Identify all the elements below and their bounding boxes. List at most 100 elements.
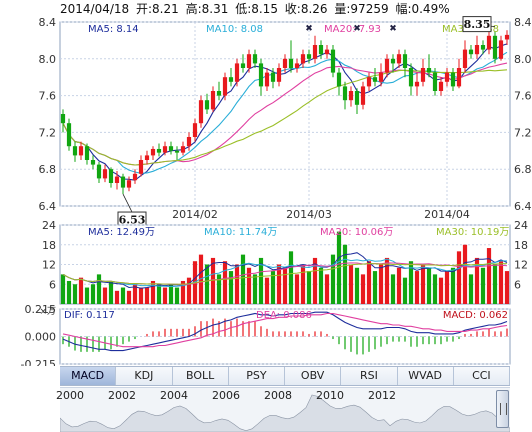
volume-bar — [204, 264, 210, 304]
candle-body — [384, 58, 390, 73]
annotation-label: 8.35 — [464, 18, 491, 31]
volume-bar — [414, 271, 420, 304]
candle-body — [306, 54, 312, 59]
volume-bar — [354, 267, 360, 304]
candle-body — [240, 63, 246, 68]
tab-macd[interactable]: MACD — [60, 367, 117, 385]
macd-panel: 0.215 0.000 -0.215 DIF: 0.117 DEA: 0.086 MACD… — [21, 303, 511, 366]
candle-body — [198, 100, 204, 124]
volume-bar — [276, 264, 282, 304]
navigator-year-label: 2012 — [368, 389, 396, 402]
candle-body — [294, 63, 300, 68]
volume-bar — [114, 290, 120, 304]
volume-bar — [384, 257, 390, 304]
candle-body — [234, 63, 240, 82]
macd-ytick: 0.000 — [25, 331, 57, 344]
tab-obv[interactable]: OBV — [285, 367, 342, 385]
volume-bar — [108, 280, 114, 304]
volume-ytick-right: 24 — [514, 219, 528, 232]
price-ytick-left: 8.4 — [39, 16, 57, 29]
candle-body — [66, 123, 72, 147]
volume-bar — [432, 274, 438, 304]
volume-ytick-left: 24 — [42, 219, 56, 232]
volume-bar — [216, 274, 222, 304]
volume-legend-ma20: MA20: 10.06万 — [320, 227, 393, 238]
price-plot-area — [59, 21, 511, 207]
candle-body — [216, 91, 222, 96]
volume-bar — [336, 231, 342, 304]
price-xtick: 2014/02 — [172, 208, 218, 221]
candle-body — [288, 58, 294, 68]
time-navigator[interactable]: 2000 2002 2004 2006 2008 2010 2012 — [56, 387, 510, 432]
header-volume: 97259 — [350, 2, 388, 16]
indicator-tab-bar: MACD KDJ BOLL PSY OBV RSI WVAD CCI — [60, 367, 510, 385]
volume-bar — [300, 264, 306, 304]
tab-psy[interactable]: PSY — [228, 367, 285, 385]
candle-body — [126, 180, 132, 188]
candle-body — [174, 150, 180, 153]
volume-bar — [282, 267, 288, 304]
candle-body — [264, 72, 270, 87]
volume-bar — [90, 284, 96, 304]
volume-bar — [222, 261, 228, 304]
candle-body — [222, 77, 228, 96]
candle-body — [498, 40, 504, 59]
volume-bar — [294, 274, 300, 304]
header-date: 2014/04/18 — [60, 2, 129, 16]
tab-kdj[interactable]: KDJ — [116, 367, 173, 385]
tab-boll[interactable]: BOLL — [172, 367, 229, 385]
volume-bar — [498, 261, 504, 304]
volume-bar — [378, 264, 384, 304]
navigator-year-label: 2010 — [316, 389, 344, 402]
candle-body — [486, 35, 492, 50]
volume-bar — [396, 267, 402, 304]
candle-body — [474, 45, 480, 55]
annotation-label: 6.53 — [119, 214, 146, 227]
volume-panel: 24 24 18 18 12 12 6 6 ×万 MA5: 12.49万 MA10: 11.74万 M… — [39, 219, 528, 317]
volume-bar — [306, 271, 312, 304]
volume-bar — [318, 267, 324, 304]
volume-bar — [348, 264, 354, 304]
candle-body — [108, 169, 114, 183]
header-quote: 2014/04/18 开:8.21 高:8.31 低:8.15 收:8.26 量… — [60, 1, 450, 16]
tab-rsi[interactable]: RSI — [341, 367, 398, 385]
price-ytick-right: 8.0 — [514, 53, 532, 66]
candle-body — [78, 146, 84, 156]
price-panel: 8.4 8.4 8.0 8.0 7.6 7.6 7.2 7.2 6.8 6.8 6.4 6.4 2014… — [39, 16, 532, 228]
candle-body — [360, 86, 366, 105]
price-ytick-left: 6.4 — [39, 200, 57, 213]
volume-bar — [456, 251, 462, 304]
candle-body — [72, 146, 78, 156]
navigator-range-handle[interactable] — [496, 390, 509, 428]
tab-cci[interactable]: CCI — [453, 367, 510, 385]
candle-body — [144, 155, 150, 160]
volume-bar — [144, 287, 150, 304]
macd-legend-dea: DEA: 0.086 — [256, 310, 312, 321]
volume-bar — [240, 254, 246, 304]
candle-body — [426, 68, 432, 73]
volume-bar — [372, 271, 378, 304]
volume-bar — [264, 277, 270, 304]
volume-ytick-left: 18 — [42, 239, 56, 252]
candle-body — [504, 34, 510, 40]
candle-body — [336, 72, 342, 87]
candle-body — [300, 54, 306, 64]
candle-body — [408, 68, 414, 87]
header-change: 0.49% — [411, 2, 449, 16]
price-ma-line-30 — [62, 69, 508, 166]
macd-ytick: 0.215 — [25, 303, 57, 316]
candle-body — [168, 146, 174, 151]
candle-body — [60, 114, 66, 124]
candle-body — [480, 45, 486, 50]
volume-bar — [96, 274, 102, 304]
price-ytick-right: 8.4 — [514, 16, 532, 29]
volume-ytick-left: 12 — [42, 259, 56, 272]
volume-bar — [246, 267, 252, 304]
candle-body — [366, 77, 372, 87]
volume-bar — [60, 274, 66, 304]
tab-wvad[interactable]: WVAD — [397, 367, 454, 385]
event-star-icon: ✖ — [389, 24, 397, 34]
volume-bar — [420, 264, 426, 304]
navigator-history-sparkline — [60, 394, 510, 432]
volume-legend-ma30: MA30: 10.19万 — [436, 227, 509, 238]
